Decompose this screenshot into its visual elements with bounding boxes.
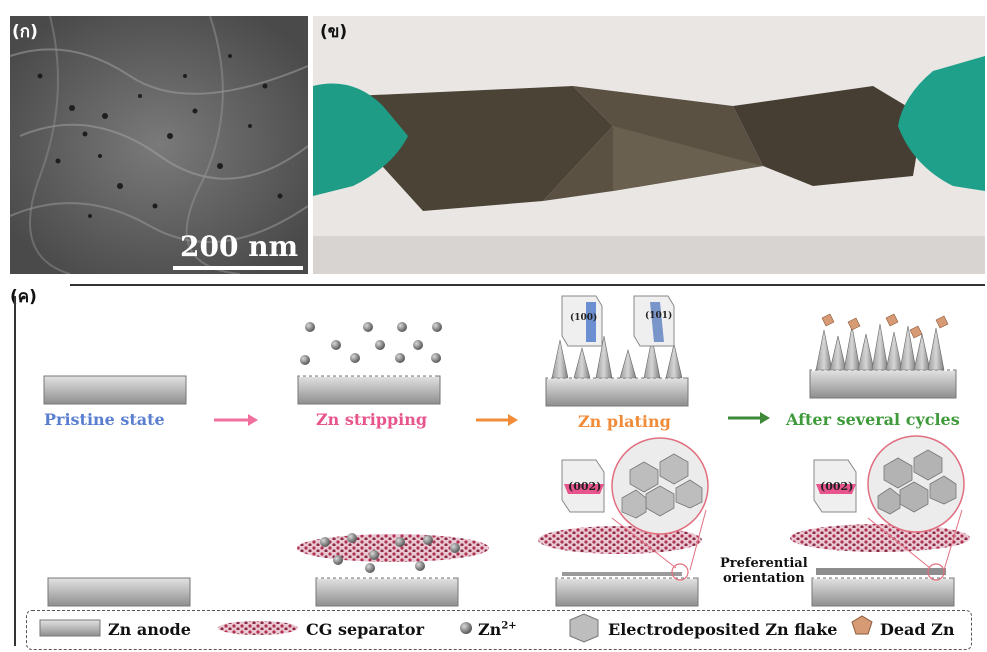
legend-dead-zn-icon: [851, 615, 873, 635]
zn-ions-separator: [320, 533, 460, 573]
facet-100-label: (100): [570, 313, 598, 323]
right-glove: [898, 56, 985, 191]
flakes-cycled: [877, 449, 957, 515]
dendrites-plating: [551, 335, 683, 379]
flat-flake-layer-thick: [816, 568, 946, 575]
facet-002-label-b: (002): [820, 480, 854, 493]
dead-zn-particles: [821, 313, 949, 339]
stripping-anode: [297, 375, 441, 405]
flat-flake-layer: [562, 572, 682, 576]
legend-flake-icon: [569, 613, 599, 643]
legend-zn-ion-charge: 2+: [501, 620, 517, 632]
zoom-target-cycled: [927, 563, 945, 581]
cg-separator-1: [297, 534, 489, 562]
legend-dead-zn: Dead Zn: [880, 620, 955, 639]
zn-ions-top: [300, 322, 442, 365]
arrow-1: [214, 414, 258, 426]
preferential-line: Preferential: [720, 556, 808, 571]
bottom-plating-anode: [555, 577, 699, 607]
left-glove: [313, 83, 408, 196]
plating-anode: [545, 377, 689, 407]
panel-label-c: (ค): [10, 287, 37, 307]
frame-left-line: [14, 296, 16, 646]
cycled-anode: [809, 369, 957, 399]
legend-zn-ion-base: Zn: [478, 620, 502, 639]
pristine-anode: [43, 375, 187, 405]
legend-zn-anode: Zn anode: [108, 620, 191, 639]
caption-plating: Zn plating: [578, 412, 671, 431]
legend-zn-ion: Zn2+: [478, 620, 517, 639]
facet-101-label: (101): [645, 311, 673, 321]
bottom-stripping-anode: [315, 577, 459, 607]
panel-label-b: (ข): [320, 22, 348, 42]
flakes-plating: [621, 453, 703, 519]
crystal-002-icon-a: [561, 459, 605, 513]
zoom-target-plating: [671, 563, 689, 581]
dendrites-cycled: [815, 323, 945, 371]
arrow-3: [728, 412, 770, 424]
scale-bar: [173, 266, 303, 270]
crystal-101-icon: [633, 295, 675, 347]
caption-stripping: Zn stripping: [316, 410, 428, 429]
twisted-film-illustration: [313, 16, 985, 274]
orientation-line: orientation: [722, 571, 805, 586]
scale-bar-label: 200 nm: [180, 230, 299, 263]
arrow-2: [476, 414, 518, 426]
crystal-100-icon: [561, 295, 603, 347]
frame-top-line: [70, 284, 985, 286]
legend-flake: Electrodeposited Zn flake: [608, 620, 838, 639]
bottom-cycled-anode: [811, 577, 955, 607]
sem-image: 200 nm: [10, 16, 308, 274]
legend-separator-icon: [218, 621, 298, 635]
facet-002-label-a: (002): [568, 480, 602, 493]
separator-photo: [313, 16, 985, 274]
caption-pristine: Pristine state: [44, 410, 165, 429]
panel-label-a: (ก): [12, 22, 38, 42]
caption-after: After several cycles: [786, 410, 960, 429]
bottom-pristine-anode: [47, 577, 191, 607]
crystal-002-icon-b: [813, 459, 857, 513]
preferential-orientation-label: Preferential orientation: [720, 556, 808, 586]
legend-cg-separator: CG separator: [306, 620, 424, 639]
legend-ion-icon: [460, 622, 472, 634]
legend-anode-icon: [39, 619, 101, 637]
sem-texture: [10, 16, 308, 274]
legend: [26, 610, 972, 650]
